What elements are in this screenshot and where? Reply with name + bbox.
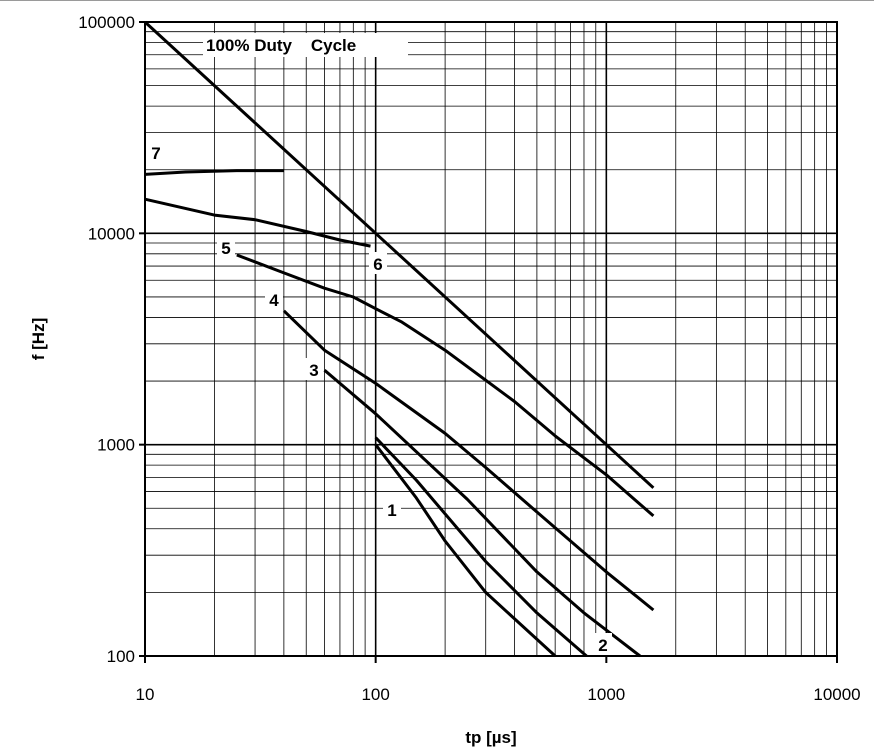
x-tick-label: 100 xyxy=(361,685,389,704)
y-tick-label: 10000 xyxy=(88,224,135,243)
curve-label-2: 2 xyxy=(598,636,607,655)
curve-label-background xyxy=(369,252,387,274)
curve-label-background xyxy=(217,236,235,258)
curve-label-6: 6 xyxy=(373,255,382,274)
x-axis-title: tp [µs] xyxy=(465,728,516,747)
x-tick-label: 1000 xyxy=(587,685,625,704)
y-tick-label: 100 xyxy=(107,647,135,666)
curve-label-background xyxy=(594,633,612,655)
curve-label-background xyxy=(383,498,401,520)
y-axis-title: f [Hz] xyxy=(29,318,48,360)
curve-label-5: 5 xyxy=(221,239,230,258)
x-tick-label: 10 xyxy=(136,685,155,704)
x-tick-label: 10000 xyxy=(813,685,860,704)
curve-6 xyxy=(144,197,371,248)
curve-7 xyxy=(144,169,284,176)
y-tick-label: 100000 xyxy=(78,13,135,32)
curve-label-7: 7 xyxy=(151,144,160,163)
curve-labels: 7 6 5 4 3 2 1 xyxy=(147,141,612,655)
y-tick-label: 1000 xyxy=(97,436,135,455)
curve-5 xyxy=(236,253,655,518)
curve-label-4: 4 xyxy=(269,291,279,310)
duty-cycle-limit-line xyxy=(143,20,655,489)
plot-frame xyxy=(144,21,838,657)
curve-label-1: 1 xyxy=(387,501,396,520)
curve-label-background xyxy=(305,358,323,380)
curves xyxy=(143,20,655,658)
annotation-background xyxy=(203,33,408,57)
curve-label-background xyxy=(265,288,283,310)
duty-cycle-annotation: 100% Duty Cycle xyxy=(206,36,356,55)
annotation-group: 100% Duty Cycle xyxy=(203,33,408,57)
curve-4 xyxy=(282,309,655,612)
top-rule xyxy=(0,0,874,1)
curve-3 xyxy=(323,369,641,658)
curve-1 xyxy=(374,443,557,658)
curve-label-background xyxy=(147,141,165,163)
curve-label-3: 3 xyxy=(309,361,318,380)
curve-2 xyxy=(374,436,588,658)
